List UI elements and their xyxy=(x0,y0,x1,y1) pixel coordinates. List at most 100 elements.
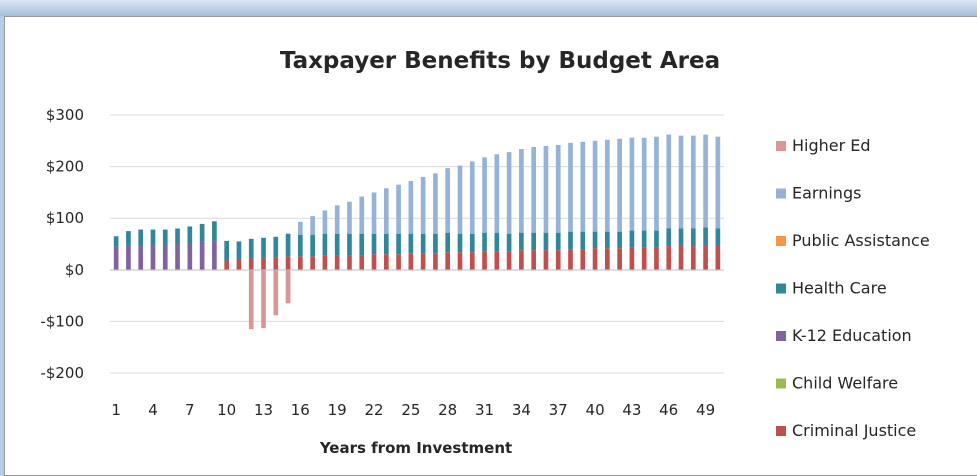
bar-segment xyxy=(482,157,487,233)
y-tick-label: $200 xyxy=(46,158,84,176)
bar-segment xyxy=(445,252,451,270)
legend-swatch xyxy=(776,236,786,246)
bar-segment xyxy=(494,232,500,252)
bar-segment xyxy=(150,245,156,270)
bar-segment xyxy=(383,188,389,234)
x-tick-label: 34 xyxy=(512,401,531,419)
bar-segment xyxy=(703,245,708,270)
bar-segment xyxy=(715,136,721,229)
bar-segment xyxy=(433,173,438,234)
bar-segment xyxy=(298,234,303,257)
bar-segment xyxy=(445,232,451,253)
bar-segment xyxy=(138,229,144,246)
bar-segment xyxy=(568,142,573,232)
legend-swatch xyxy=(776,378,786,389)
x-tick-label: 49 xyxy=(696,401,715,419)
bar-segment xyxy=(715,245,721,270)
bar-segment xyxy=(690,228,696,247)
bar-segment xyxy=(285,269,291,304)
x-tick-label: 19 xyxy=(328,401,347,419)
bar-segment xyxy=(175,228,180,244)
bar-segment xyxy=(506,152,512,234)
bar-segment xyxy=(371,192,377,234)
bar-segment xyxy=(224,240,229,261)
bar-segment xyxy=(334,205,340,234)
bar-segment xyxy=(396,184,401,234)
bar-segment xyxy=(359,196,365,234)
chart: Taxpayer Benefits by Budget Area $300 $20… xyxy=(40,48,930,457)
bar-segment xyxy=(654,136,659,231)
bar-segment xyxy=(519,232,524,251)
bar-segment xyxy=(212,240,217,270)
bar-segment xyxy=(580,249,586,270)
chart-title: Taxpayer Benefits by Budget Area xyxy=(280,48,720,74)
bar-segment xyxy=(482,232,487,252)
x-tick-label: 25 xyxy=(401,401,420,419)
x-tick-label: 43 xyxy=(622,401,641,419)
legend-swatch xyxy=(776,331,786,341)
bar-segment xyxy=(347,233,352,256)
bar-segment xyxy=(285,256,291,270)
bar-segment xyxy=(605,248,610,270)
bar-segment xyxy=(420,176,426,234)
legend-swatch xyxy=(776,283,786,294)
bar-segment xyxy=(322,210,328,234)
bar-segment xyxy=(592,248,598,270)
bar-segment xyxy=(690,246,696,270)
bar-segment xyxy=(408,253,414,270)
bar-segment xyxy=(494,154,500,233)
bar-segment xyxy=(396,233,401,255)
bar-segment xyxy=(543,250,549,270)
bar-segment xyxy=(334,233,340,256)
y-tick-label: $100 xyxy=(46,209,84,227)
bar-segment xyxy=(310,256,315,270)
bar-segment xyxy=(666,246,672,270)
y-axis-ticks: $300 $200 $100 $0 -$100 -$200 xyxy=(40,106,84,382)
bar-segment xyxy=(457,233,463,253)
y-tick-label: -$100 xyxy=(40,312,84,330)
bar-segment xyxy=(261,237,266,259)
bar-segment xyxy=(531,250,536,270)
x-axis-ticks: 1 4 7 10 13 16 19 22 25 28 31 34 37 40 43 46 49 xyxy=(111,401,715,419)
bar-segment xyxy=(248,269,254,330)
bar-segment xyxy=(605,231,610,249)
bar-segment xyxy=(334,255,340,270)
bar-segment xyxy=(420,233,426,254)
bar-segment xyxy=(212,221,217,241)
bar-segment xyxy=(224,260,229,270)
bar-segment xyxy=(383,254,389,270)
bar-segment xyxy=(629,137,635,231)
bar-segment xyxy=(543,145,549,233)
bar-segment xyxy=(469,161,475,234)
bar-segment xyxy=(641,230,647,248)
bar-segment xyxy=(298,256,303,270)
x-tick-label: 13 xyxy=(254,401,273,419)
bar-segment xyxy=(568,249,573,270)
bar-segment xyxy=(617,248,622,270)
bar-segment xyxy=(371,254,377,270)
bar-segment xyxy=(248,258,254,270)
bar-segment xyxy=(690,135,696,229)
bar-segment xyxy=(433,233,438,254)
x-tick-label: 16 xyxy=(291,401,310,419)
legend-swatch xyxy=(776,188,786,199)
bar-segment xyxy=(555,144,561,233)
bar-segment xyxy=(261,258,266,270)
bar-segment xyxy=(162,245,168,270)
x-tick-label: 28 xyxy=(438,401,457,419)
bar-segment xyxy=(469,233,475,253)
x-tick-label: 4 xyxy=(148,401,158,419)
bar-segment xyxy=(654,247,659,270)
bar-segment xyxy=(469,252,475,270)
bar-segment xyxy=(298,221,303,235)
bar-segment xyxy=(138,245,144,270)
bar-segment xyxy=(555,250,561,270)
legend-label: Public Assistance xyxy=(792,231,930,250)
bar-segment xyxy=(482,251,487,270)
y-tick-label: -$200 xyxy=(40,364,84,382)
bar-segment xyxy=(187,226,193,243)
bar-segment xyxy=(641,247,647,270)
bar-segment xyxy=(592,231,598,249)
legend-label: Child Welfare xyxy=(792,374,898,393)
bar-segment xyxy=(408,181,414,234)
